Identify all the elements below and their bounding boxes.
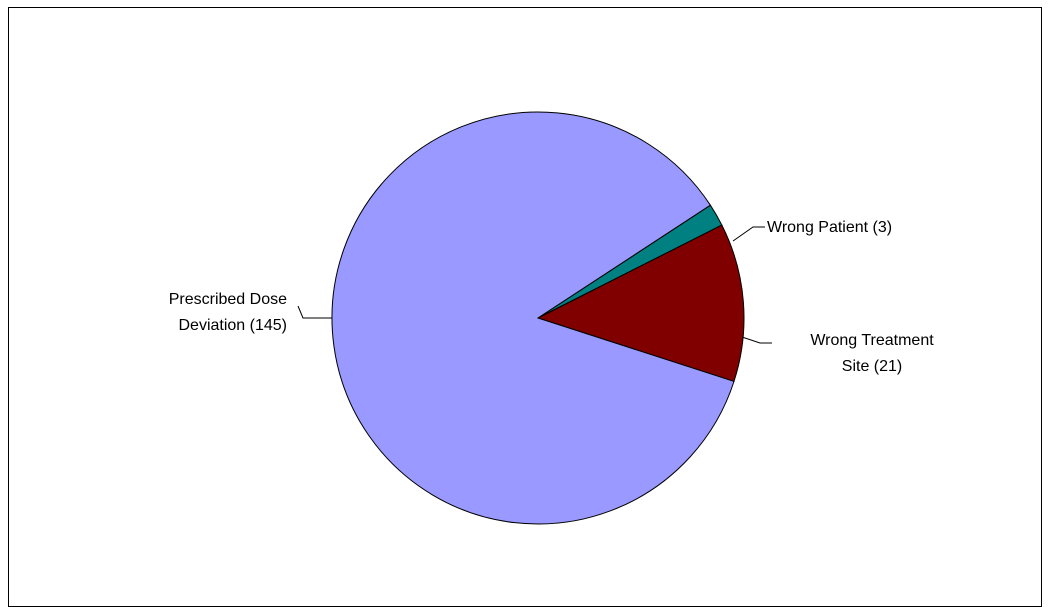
slice-label-prescribed-dose-deviation: Prescribed Dose Deviation (145) <box>169 291 287 334</box>
leader-lines <box>297 226 772 344</box>
leader-line-wrong-patient <box>732 226 765 242</box>
pie-slices <box>331 111 745 525</box>
slice-label-line: Wrong Patient (3) <box>767 219 892 236</box>
pie-slice-wrong-treatment-site <box>536 224 745 383</box>
slice-label-line: Deviation (145) <box>179 317 288 334</box>
slice-label-wrong-patient: Wrong Patient (3) <box>767 219 892 236</box>
slice-label-line: Site (21) <box>842 358 902 375</box>
leader-line-wrong-treatment-site <box>741 336 772 344</box>
slice-labels: Wrong Patient (3) Wrong Treatment Site (21… <box>169 219 934 375</box>
slice-label-line: Wrong Treatment <box>810 332 934 349</box>
leader-line-prescribed-dose-deviation <box>297 305 332 319</box>
slice-label-line: Prescribed Dose <box>169 291 287 308</box>
slice-label-wrong-treatment-site: Wrong Treatment Site (21) <box>810 332 934 375</box>
pie-slice-prescribed-dose-deviation <box>331 111 735 525</box>
